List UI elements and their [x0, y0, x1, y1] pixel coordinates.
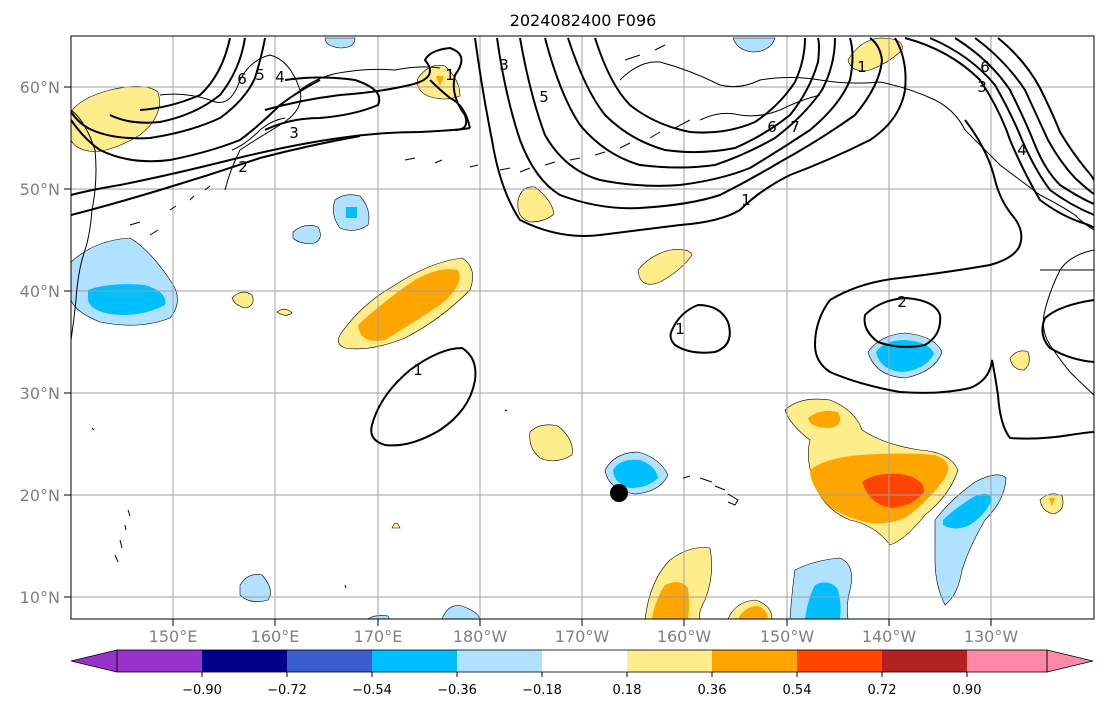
blue-core [805, 582, 841, 619]
lon-axis: 150°E 160°E 170°E 180°W 170°W 160°W 150°… [149, 619, 1019, 646]
orange-patch [358, 269, 460, 341]
lon-label: 150°E [149, 627, 198, 646]
lon-label: 140°W [862, 627, 917, 646]
colorbar-tick-label: 0.90 [953, 683, 982, 698]
contour-label: 1 [741, 191, 751, 209]
lat-label: 30°N [20, 384, 60, 403]
yellow-patch [71, 86, 160, 153]
yellow-patch [391, 522, 401, 529]
lat-label: 20°N [20, 486, 60, 505]
blue-patch [934, 474, 1007, 606]
colorbar-segment [372, 650, 457, 672]
lon-label: 150°W [760, 627, 815, 646]
colorbar-segment [797, 650, 882, 672]
contour-label: 6 [767, 118, 777, 136]
orange-core [436, 76, 444, 86]
colorbar-tick-label: 0.54 [783, 683, 812, 698]
lat-label: 50°N [20, 180, 60, 199]
blue-patch [239, 574, 271, 602]
colorbar-tick-label: −0.36 [437, 683, 477, 698]
yellow-patch [517, 186, 555, 223]
lon-label: 160°E [251, 627, 300, 646]
lat-label: 40°N [20, 282, 60, 301]
colorbar-segment [627, 650, 712, 672]
lat-label: 10°N [20, 588, 60, 607]
contour-label: 1 [413, 361, 423, 379]
map-area: 6 5 4 3 2 1 3 5 6 7 1 6 3 4 1 2 1 1 [71, 36, 1094, 619]
contour-label: 1 [675, 320, 685, 338]
colorbar-tick-label: −0.54 [352, 683, 392, 698]
blue-core [88, 284, 166, 315]
redorange-core [862, 473, 925, 508]
colorbar-tick-label: 0.72 [868, 683, 897, 698]
shading-layer [71, 37, 1064, 619]
colorbar-outline [116, 649, 1048, 673]
orange-patch [738, 606, 768, 619]
blue-core [943, 493, 992, 529]
contour-label: 6 [237, 70, 247, 88]
lon-label: 180°W [453, 627, 508, 646]
contour-label: 4 [275, 68, 285, 86]
colorbar-segment [287, 650, 372, 672]
contour-label: 2 [897, 293, 907, 311]
yellow-patch [276, 308, 293, 316]
colorbar-segment [882, 650, 967, 672]
lon-label: 160°W [657, 627, 712, 646]
colorbar-tick-label: −0.90 [182, 683, 222, 698]
contour-label: 3 [977, 78, 987, 96]
yellow-patch [1009, 350, 1030, 371]
map-title: 2024082400 F096 [510, 11, 657, 30]
contour-label: 4 [1017, 141, 1027, 159]
lon-label: 130°W [964, 627, 1019, 646]
colorbar-extend-left [70, 649, 118, 673]
lon-label: 170°E [354, 627, 403, 646]
colorbar-segment [712, 650, 797, 672]
colorbar-tick-label: 0.18 [613, 683, 642, 698]
contour-label: 3 [289, 124, 299, 142]
colorbar-extend-right [1046, 649, 1094, 673]
contours [71, 37, 1094, 447]
blue-patch [324, 37, 356, 49]
contour-label: 1 [857, 58, 867, 76]
blue-patch [292, 225, 321, 244]
orange-patch [808, 410, 841, 428]
lon-label: 170°W [555, 627, 610, 646]
yellow-patch [529, 424, 573, 462]
colorbar-segment [967, 650, 1047, 672]
colorbar-tick-label: 0.36 [698, 683, 727, 698]
blue-patch [441, 605, 481, 619]
blue-core [876, 340, 934, 372]
blue-core [346, 207, 357, 218]
colorbar: −0.90 −0.72 −0.54 −0.36 −0.18 0.18 0.36 … [70, 649, 1094, 698]
contour-label: 2 [238, 158, 248, 176]
contour-label: 5 [539, 88, 549, 106]
blue-patch [732, 37, 776, 53]
contour-label: 5 [255, 66, 265, 84]
contour-label: 1 [445, 66, 455, 84]
coastlines [71, 44, 1094, 589]
location-marker [610, 484, 628, 502]
contour-label: 3 [499, 56, 509, 74]
colorbar-segment [202, 650, 287, 672]
blue-core [613, 459, 658, 488]
contour-label: 7 [790, 118, 800, 136]
yellow-patch [637, 249, 693, 285]
orange-core [1049, 498, 1055, 506]
orange-patch [652, 582, 689, 619]
colorbar-segment [542, 650, 627, 672]
yellow-patch [231, 291, 254, 309]
contour-labels: 6 5 4 3 2 1 3 5 6 7 1 6 3 4 1 2 1 1 [237, 56, 1027, 379]
lat-label: 60°N [20, 78, 60, 97]
colorbar-tick-label: −0.18 [522, 683, 562, 698]
lat-axis: 60°N 50°N 40°N 30°N 20°N 10°N [20, 78, 71, 607]
colorbar-segment [457, 650, 542, 672]
gridlines [71, 36, 1094, 619]
contour-label: 6 [980, 58, 990, 76]
colorbar-segment [117, 650, 202, 672]
colorbar-tick-label: −0.72 [267, 683, 307, 698]
